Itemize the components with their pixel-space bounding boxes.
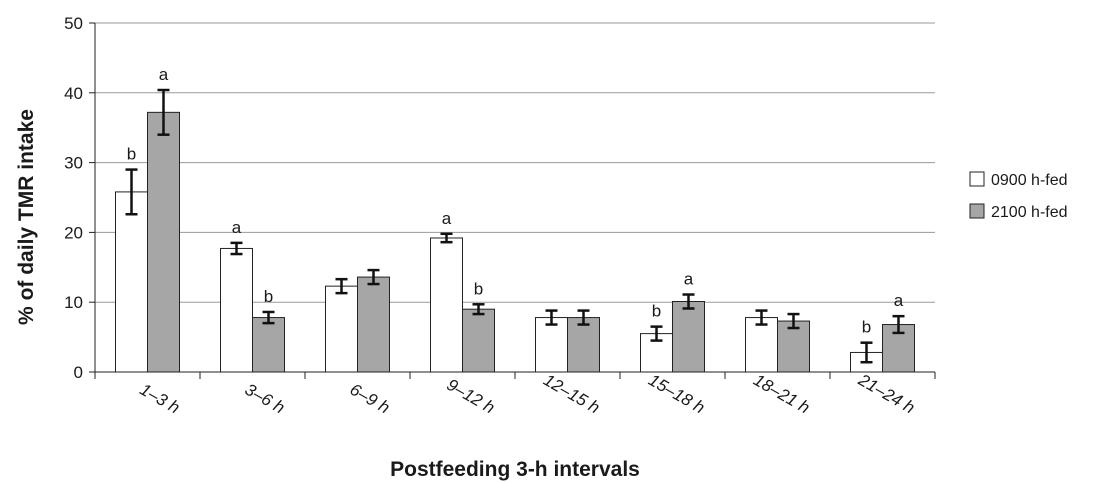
significance-letter: b	[264, 287, 273, 306]
axes	[89, 22, 936, 379]
y-tick-label: 0	[74, 363, 83, 382]
legend-swatch	[969, 203, 985, 219]
significance-letter: b	[652, 302, 661, 321]
bar	[430, 237, 463, 373]
bar	[115, 191, 148, 373]
x-tick-label: 1–3 h	[137, 380, 183, 418]
significance-letter: a	[159, 65, 169, 84]
x-tick-label: 21–24 h	[854, 370, 918, 418]
x-tick-label: 15–18 h	[645, 370, 708, 417]
legend-label: 0900 h-fed	[991, 172, 1068, 189]
y-tick-label: 10	[64, 293, 83, 312]
x-axis-title: Postfeeding 3-h intervals	[390, 458, 640, 481]
significance-letter: b	[862, 318, 871, 337]
significance-letter: a	[442, 209, 452, 228]
y-tick-label: 20	[64, 223, 83, 242]
y-tick-label: 40	[64, 84, 83, 103]
bars	[115, 88, 915, 373]
significance-letter: a	[894, 291, 904, 310]
significance-letter: a	[684, 270, 694, 289]
y-axis-title: % of daily TMR intake	[15, 109, 38, 325]
significance-letter: b	[127, 145, 136, 164]
legend-swatch	[969, 171, 985, 187]
gridlines	[95, 22, 935, 303]
bar	[325, 285, 358, 373]
bar	[147, 111, 180, 373]
x-tick-label: 3–6 h	[242, 380, 288, 418]
significance-letter: a	[232, 218, 242, 237]
legend: 0900 h-fed 2100 h-fed	[969, 171, 1068, 221]
bar	[357, 276, 390, 373]
bar	[220, 247, 253, 373]
x-tick-label: 9–12 h	[443, 375, 498, 417]
y-tick-label: 50	[64, 14, 83, 33]
bar	[462, 308, 495, 373]
bar	[777, 320, 810, 373]
x-tick-label: 18–21 h	[750, 370, 813, 417]
bar	[745, 317, 778, 373]
x-tick-label: 6–9 h	[347, 380, 393, 418]
bar	[252, 317, 285, 373]
legend-label: 2100 h-fed	[991, 204, 1068, 221]
x-tick-label: 12–15 h	[540, 370, 603, 417]
y-tick-label: 30	[64, 154, 83, 173]
significance-letter: b	[474, 279, 483, 298]
bar	[672, 301, 705, 373]
